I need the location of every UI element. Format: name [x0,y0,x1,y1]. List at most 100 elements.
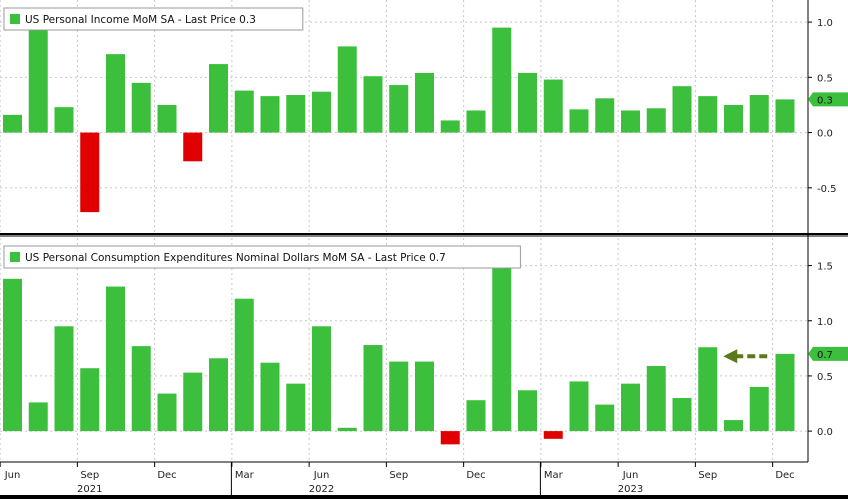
y-tick-label: 0.5 [817,73,833,84]
x-year-label: 2022 [309,484,334,495]
bar [3,278,22,432]
last-price-tag: 0.7 [808,346,848,361]
x-tick-label: Sep [80,470,99,481]
y-tick-label: -0.5 [817,184,837,195]
legend-box [3,7,304,31]
x-tick-label: Mar [235,470,255,481]
x-year-label: 2023 [618,484,643,495]
bar [595,98,615,133]
bar [157,393,177,432]
legend-label: US Personal Income MoM SA - Last Price 0… [25,14,256,26]
bar [209,64,228,133]
y-tick-label: 0.5 [817,372,833,383]
bar [131,82,151,133]
y-tick-label: 1.5 [817,262,833,273]
x-tick-label: Dec [775,470,794,481]
bar [440,120,460,133]
legend: US Personal Consumption Expenditures Nom… [3,245,521,269]
bar [183,372,203,432]
bar [106,54,125,133]
y-tick-label: 1.0 [817,317,833,328]
bar [3,114,22,133]
legend-swatch [10,252,20,262]
x-tick-label: Mar [544,470,564,481]
bar [621,110,640,133]
bar [466,400,486,432]
x-tick-label: Sep [698,470,717,481]
last-price-box [808,346,848,361]
bar [286,95,306,133]
bar [466,110,486,133]
bar [569,381,589,432]
bar [389,85,409,133]
arrow-head [723,349,738,364]
y-tick-label: 0.0 [817,129,833,140]
bar [234,90,254,133]
last-price-label: 0.3 [817,95,833,106]
x-year-label: 2021 [77,484,102,495]
bar [775,99,795,133]
bar [672,86,692,133]
bar [749,95,769,133]
x-tick-label: Dec [157,470,176,481]
bar [569,109,589,133]
bar [415,361,434,432]
bar [672,398,692,432]
bar [518,72,537,133]
bar [595,404,615,432]
x-tick-label: Dec [466,470,485,481]
bar [28,16,48,133]
bar [389,361,409,432]
bar [157,104,177,133]
y-tick-label: 0.0 [817,427,833,438]
bar [518,390,537,432]
bar [749,386,769,432]
bar [260,362,280,432]
bar [286,383,306,432]
bar [363,345,383,432]
bar [80,368,100,432]
bar [646,108,666,133]
bar [337,46,357,133]
bar [492,254,512,432]
bar [543,431,563,439]
bar [543,79,563,133]
bar [415,72,434,133]
last-price-tag: 0.3 [808,92,848,107]
legend: US Personal Income MoM SA - Last Price 0… [3,7,304,31]
x-tick-label: Jun [313,470,330,481]
bar [54,107,74,133]
last-price-box [808,92,848,107]
y-tick-label: 1.0 [817,18,833,29]
bar [363,76,383,133]
annotation-arrow [723,349,768,364]
x-tick-label: Jun [4,470,21,481]
bar [260,96,280,133]
bar [234,298,254,432]
bar [54,326,74,432]
bar [209,358,228,432]
bar [80,132,100,213]
bar [775,353,795,432]
bar [28,402,48,432]
bar [312,91,331,133]
bar [698,96,718,133]
legend-box [3,245,521,269]
bar [724,420,743,432]
x-tick-label: Jun [622,470,639,481]
last-price-label: 0.7 [817,350,833,361]
bar [106,286,125,432]
bar [646,366,666,432]
bar [440,431,460,445]
bar [131,346,151,432]
bar [492,27,512,133]
bar [698,347,718,432]
bar [312,326,331,432]
bar [183,132,203,162]
chart-panel-2: 1.5 1.0 0.5 0.0 US Personal Consumption Expe… [0,238,848,462]
chart-panel-1: 1.0 0.5 0.0 -0.5 US Personal Income MoM SA -… [0,0,848,232]
x-tick-label: Sep [389,470,408,481]
bar [724,104,743,133]
